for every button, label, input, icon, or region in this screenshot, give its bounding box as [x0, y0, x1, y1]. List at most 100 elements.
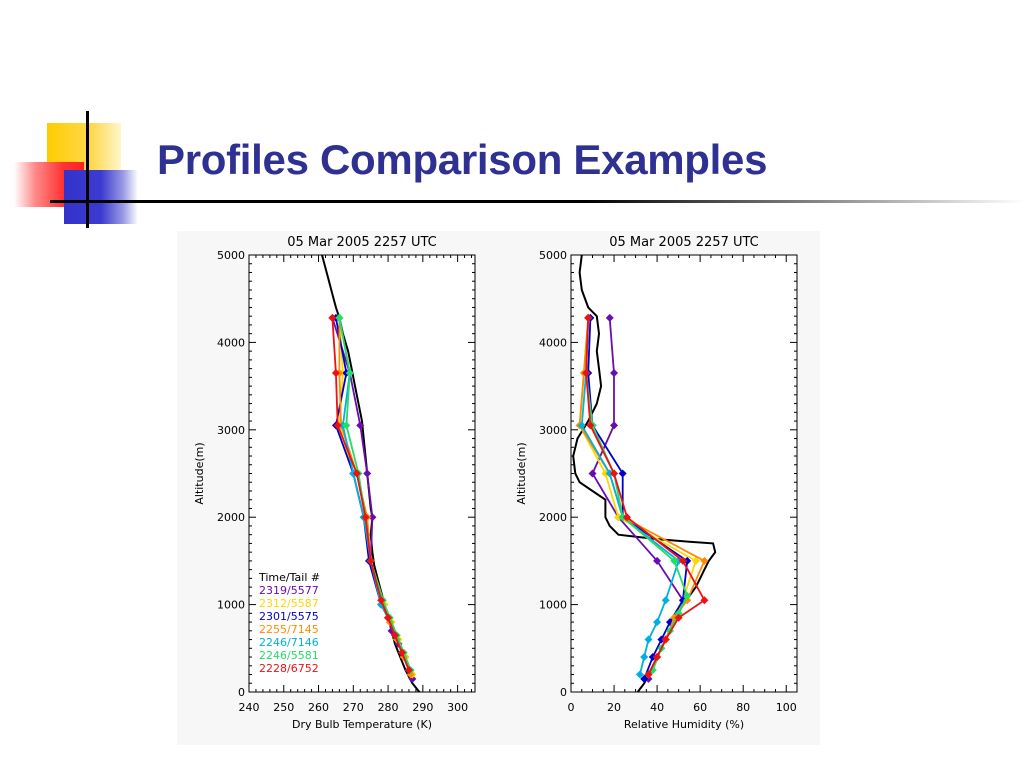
title-underline	[50, 200, 1024, 203]
data-point	[397, 648, 406, 657]
legend-entry: 2301/5575	[259, 610, 319, 623]
y-tick-label: 1000	[539, 599, 567, 612]
data-point	[342, 421, 351, 430]
data-point	[356, 421, 365, 430]
data-point	[588, 469, 597, 478]
data-point	[640, 674, 649, 683]
y-tick-label: 5000	[539, 249, 567, 262]
y-tick-label: 4000	[217, 336, 245, 349]
chart-1: 05 Mar 2005 2257 UTC 0 1000 2000 3000 4000 500…	[193, 235, 476, 731]
data-point	[404, 666, 413, 675]
x-tick-label: 280	[378, 701, 399, 714]
y-tick-label: 2000	[217, 511, 245, 524]
legend-title: Time/Tail #	[258, 571, 320, 584]
data-point	[384, 613, 393, 622]
data-point	[644, 635, 653, 644]
x-tick-label: 290	[412, 701, 433, 714]
data-point	[700, 556, 709, 565]
data-point	[345, 368, 354, 377]
data-point	[368, 513, 377, 522]
data-point	[635, 670, 644, 679]
data-point	[644, 674, 653, 683]
slide-title: Profiles Comparison Examples	[157, 136, 768, 183]
data-point	[605, 313, 614, 322]
x-tick-label: 300	[447, 701, 468, 714]
data-point	[586, 421, 595, 430]
series-2228-6752	[328, 313, 413, 675]
data-point	[363, 469, 372, 478]
series-2246-7146	[577, 313, 683, 679]
y-tick-label: 5000	[217, 249, 245, 262]
y-axis-label: Altitude(m)	[193, 442, 206, 504]
y-tick-label: 0	[560, 686, 567, 699]
data-point	[352, 469, 361, 478]
data-point	[653, 653, 662, 662]
y-tick-label: 0	[238, 686, 245, 699]
x-tick-label: 0	[568, 701, 575, 714]
legend-entry: 2319/5577	[259, 584, 319, 597]
data-point	[610, 368, 619, 377]
y-tick-label: 1000	[217, 599, 245, 612]
data-point	[622, 513, 631, 522]
y-tick-label: 4000	[539, 336, 567, 349]
x-tick-label: 60	[693, 701, 707, 714]
legend-entry: 2246/7146	[259, 636, 319, 649]
data-point	[618, 513, 627, 522]
data-point	[577, 421, 586, 430]
legend-entry: 2228/6752	[259, 662, 319, 675]
data-point	[366, 556, 375, 565]
data-point	[683, 591, 692, 600]
data-point	[614, 513, 623, 522]
data-point	[610, 469, 619, 478]
data-point	[610, 421, 619, 430]
data-point	[618, 469, 627, 478]
data-point	[361, 513, 370, 522]
x-tick-label: 270	[343, 701, 364, 714]
legend-entry: 2246/5581	[259, 649, 319, 662]
profiles-chart: 05 Mar 2005 2257 UTC01000200030004000500…	[193, 235, 798, 731]
x-tick-label: 40	[650, 701, 664, 714]
data-point	[391, 631, 400, 640]
data-point	[605, 469, 614, 478]
chart-title: 05 Mar 2005 2257 UTC	[287, 235, 437, 250]
x-tick-label: 260	[308, 701, 329, 714]
data-point	[691, 556, 700, 565]
legend: Time/Tail #2319/55772312/55872301/557522…	[258, 571, 320, 675]
data-point	[582, 368, 591, 377]
series-2228-6752	[582, 313, 709, 679]
x-axis-label: Relative Humidity (%)	[624, 718, 744, 731]
y-tick-label: 2000	[539, 511, 567, 524]
data-point	[333, 421, 342, 430]
data-point	[331, 368, 340, 377]
ornament-vertical-rule	[86, 111, 89, 228]
x-tick-label: 20	[607, 701, 621, 714]
data-point	[700, 596, 709, 605]
data-point	[653, 618, 662, 627]
chart-title: 05 Mar 2005 2257 UTC	[609, 235, 759, 250]
legend-entry: 2312/5587	[259, 597, 319, 610]
legend-entry: 2255/7145	[259, 623, 319, 636]
data-point	[674, 613, 683, 622]
data-point	[328, 313, 337, 322]
data-point	[640, 653, 649, 662]
x-tick-label: 80	[736, 701, 750, 714]
data-point	[670, 556, 679, 565]
y-axis-label: Altitude(m)	[515, 442, 528, 504]
data-point	[683, 596, 692, 605]
data-point	[653, 556, 662, 565]
x-tick-label: 240	[239, 701, 260, 714]
data-point	[584, 313, 593, 322]
data-point	[661, 635, 670, 644]
data-point	[377, 596, 386, 605]
x-tick-label: 250	[273, 701, 294, 714]
y-tick-label: 3000	[539, 424, 567, 437]
data-point	[683, 556, 692, 565]
data-point	[678, 556, 687, 565]
chart-2: 05 Mar 2005 2257 UTC01000200030004000500…	[515, 235, 798, 731]
y-tick-label: 3000	[217, 424, 245, 437]
profile-figure: 05 Mar 2005 2257 UTC 0 1000 2000 3000 4000 500…	[177, 231, 820, 745]
x-axis-label: Dry Bulb Temperature (K)	[292, 718, 432, 731]
x-tick-label: 100	[776, 701, 797, 714]
ornament-blue-square	[64, 170, 138, 224]
data-point	[648, 653, 657, 662]
